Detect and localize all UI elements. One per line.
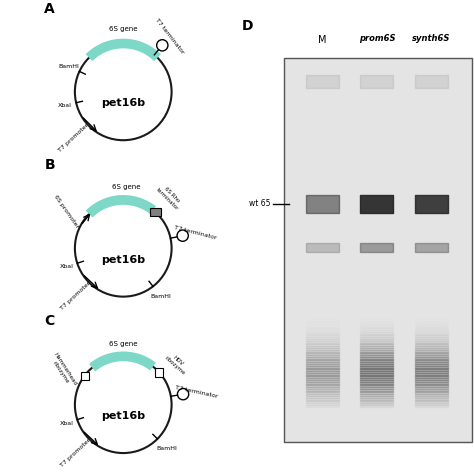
FancyBboxPatch shape [81,372,89,381]
Text: pet16b: pet16b [101,98,146,108]
Text: A: A [44,1,55,16]
Text: 6S Rho
terminator: 6S Rho terminator [155,182,184,211]
Text: C: C [44,314,55,328]
Text: T7 promoter: T7 promoter [58,123,90,153]
Text: D: D [242,18,253,33]
Text: pet16b: pet16b [101,255,146,264]
FancyBboxPatch shape [150,208,161,216]
Text: XbaI: XbaI [60,420,73,426]
Text: prom6S: prom6S [358,34,395,43]
Text: B: B [44,158,55,172]
Text: T7 terminator: T7 terminator [174,225,218,241]
Text: XbaI: XbaI [58,103,72,108]
Text: 6S gene: 6S gene [109,26,137,32]
Text: Hammerhead
ribozyme: Hammerhead ribozyme [48,352,78,390]
Text: XbaI: XbaI [60,264,73,269]
Text: T7 promoter: T7 promoter [59,438,91,468]
Text: 6S gene: 6S gene [109,341,137,346]
Text: 6S promoter: 6S promoter [53,194,80,229]
Text: wt 65: wt 65 [249,200,270,209]
Text: pet16b: pet16b [101,411,146,421]
Text: BamHI: BamHI [59,64,80,69]
Text: T7 terminator: T7 terminator [155,18,185,55]
Text: M: M [318,35,327,45]
Text: T7 promoter: T7 promoter [59,281,91,311]
FancyBboxPatch shape [284,58,472,442]
Text: HDV
ribozyme: HDV ribozyme [163,351,190,376]
Text: BamHI: BamHI [156,446,177,450]
Text: BamHI: BamHI [151,294,172,299]
FancyBboxPatch shape [155,368,163,377]
Text: synth6S: synth6S [412,34,450,43]
Text: T7 terminator: T7 terminator [174,385,218,399]
Text: 6S gene: 6S gene [112,184,141,190]
